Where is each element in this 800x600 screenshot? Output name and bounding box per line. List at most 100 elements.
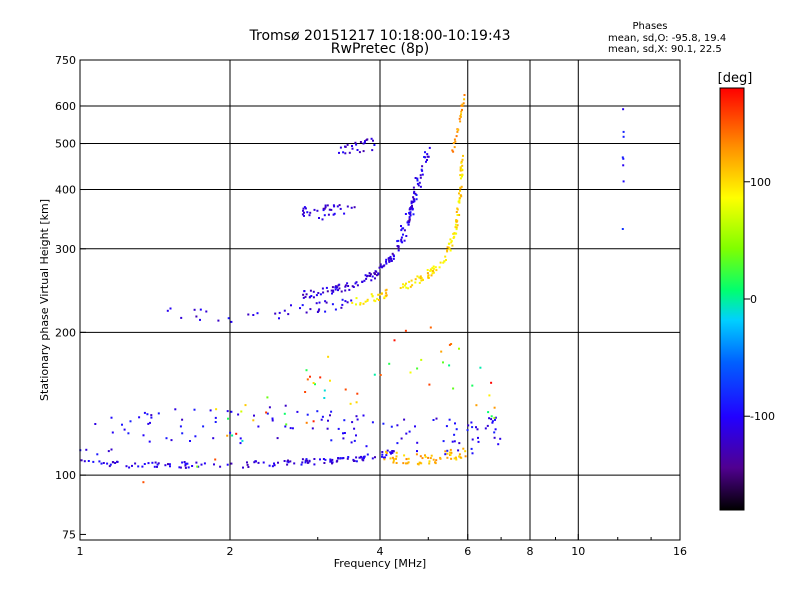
data-point	[203, 462, 206, 465]
data-point	[447, 242, 450, 245]
data-point	[449, 238, 452, 241]
data-point	[386, 449, 389, 452]
data-point	[142, 434, 145, 437]
data-point	[195, 315, 198, 318]
data-point	[435, 269, 438, 272]
data-point	[411, 206, 413, 209]
data-point	[438, 266, 441, 269]
data-point	[312, 290, 315, 293]
data-point	[184, 463, 187, 466]
data-point	[246, 463, 249, 466]
data-point	[154, 461, 157, 464]
data-point	[355, 460, 358, 463]
data-point	[153, 465, 156, 468]
data-point	[355, 415, 358, 418]
data-point	[479, 366, 482, 369]
data-point	[421, 169, 424, 172]
data-point	[406, 462, 409, 465]
data-point	[395, 455, 398, 458]
data-point	[412, 213, 415, 216]
data-point	[116, 460, 118, 463]
data-point	[459, 187, 462, 190]
data-point	[452, 150, 455, 153]
data-point	[189, 440, 191, 442]
data-point	[327, 419, 329, 422]
data-point	[169, 465, 171, 468]
data-point	[268, 406, 271, 409]
data-point	[337, 427, 340, 430]
data-point	[334, 286, 337, 289]
data-point	[324, 206, 327, 209]
data-point	[372, 139, 374, 142]
data-point	[371, 295, 374, 297]
data-point	[273, 462, 275, 465]
data-point	[461, 164, 464, 167]
data-point	[410, 200, 413, 203]
data-point	[304, 295, 307, 298]
data-point	[193, 408, 196, 411]
data-point	[416, 441, 419, 444]
x-tick-label: 6	[464, 545, 471, 558]
data-point	[434, 266, 437, 269]
y-tick-label: 600	[55, 100, 76, 113]
data-point	[455, 226, 458, 229]
data-point	[379, 263, 382, 266]
data-point	[471, 426, 474, 429]
data-point	[459, 189, 461, 192]
data-point	[448, 418, 451, 421]
data-point	[458, 214, 461, 216]
data-point	[409, 285, 412, 288]
data-point	[419, 461, 422, 464]
data-point	[409, 211, 412, 214]
data-point	[409, 371, 412, 374]
data-point	[283, 460, 286, 462]
data-point	[408, 208, 411, 211]
data-point	[383, 458, 386, 461]
data-point	[459, 169, 462, 172]
data-point	[406, 221, 409, 224]
data-point	[359, 141, 362, 143]
data-point	[253, 461, 256, 464]
data-point	[317, 292, 320, 294]
data-point	[109, 463, 112, 466]
data-point	[358, 456, 361, 459]
data-point	[392, 450, 395, 453]
data-point	[110, 416, 113, 419]
data-point	[396, 442, 399, 445]
data-point	[391, 450, 394, 452]
x-tick-label: 1	[77, 545, 84, 558]
x-tick-label: 16	[673, 545, 687, 558]
data-point	[411, 284, 414, 287]
data-point	[431, 266, 434, 269]
data-point	[456, 214, 459, 216]
data-point	[125, 465, 128, 468]
data-point	[459, 174, 462, 177]
data-point	[374, 456, 376, 459]
data-point	[450, 241, 453, 244]
data-point	[444, 453, 447, 456]
data-point	[156, 463, 159, 466]
data-point	[146, 413, 149, 416]
data-point	[351, 145, 353, 147]
data-point	[199, 308, 202, 311]
data-point	[397, 245, 400, 248]
data-point	[411, 208, 414, 211]
data-point	[449, 453, 452, 456]
data-point	[306, 459, 308, 462]
data-point	[450, 240, 453, 243]
data-point	[142, 481, 145, 484]
data-point	[490, 381, 493, 384]
data-point	[488, 394, 491, 397]
data-point	[344, 289, 347, 292]
data-point	[439, 456, 442, 459]
data-point	[363, 455, 365, 458]
data-point	[385, 262, 388, 265]
data-point	[114, 462, 117, 464]
data-point	[416, 450, 418, 453]
data-point	[446, 452, 449, 455]
data-point	[471, 438, 474, 441]
data-point	[453, 433, 456, 436]
data-point	[151, 461, 154, 464]
data-point	[344, 145, 347, 148]
data-point	[497, 443, 500, 446]
